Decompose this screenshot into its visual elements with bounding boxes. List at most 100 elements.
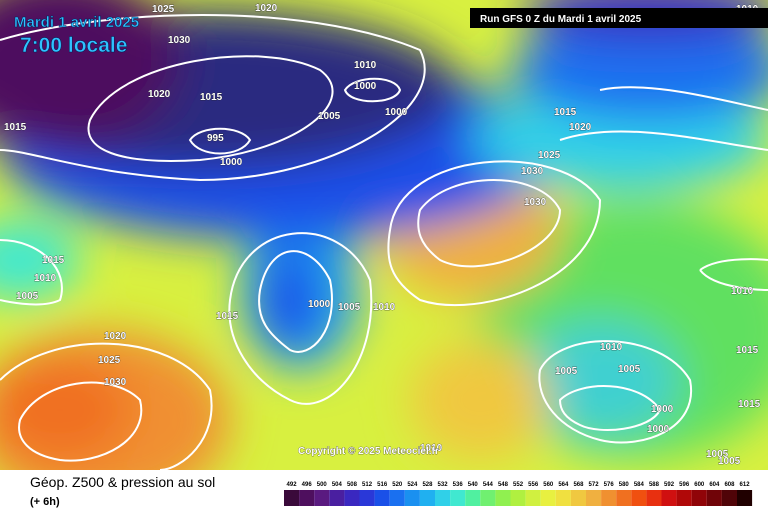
isobar-label: 1015 [736,345,759,356]
scale-swatch [540,490,556,506]
local-time: 7:00 locale [20,34,127,57]
scale-label: 588 [649,482,660,488]
isobar-labels: 1025 1020 1030 1020 1015 1010 1000 1005 1000 995 1… [4,3,761,468]
scale-swatch [450,490,466,506]
scale-swatch [706,490,722,506]
scale-swatch [570,490,586,506]
scale-swatch [404,490,420,506]
scale-swatch [737,490,753,506]
scale-label: 552 [513,482,524,488]
isobar-label: 1010 [731,286,754,297]
scale-label: 592 [664,482,675,488]
isobar-label: 1010 [34,273,57,284]
scale-swatch [510,490,526,506]
isobar-label: 1005 [16,291,39,302]
scale-label: 556 [528,482,539,488]
scale-swatch [691,490,707,506]
scale-label: 504 [332,482,343,488]
scale-swatch [616,490,632,506]
scale-label: 540 [468,482,479,488]
isobar-label: 1015 [4,122,27,133]
isobar-label: 1010 [373,302,396,313]
isobar-label: 1015 [200,92,223,103]
isobars [0,14,768,470]
scale-label: 512 [362,482,373,488]
scale-label: 508 [347,482,358,488]
scale-swatch [389,490,405,506]
scale-label: 600 [694,482,705,488]
scale-label: 528 [422,482,433,488]
isobar-label: 1030 [104,377,127,388]
scale-label: 492 [287,482,298,488]
isobar-label: 1025 [152,4,175,15]
scale-swatch [344,490,360,506]
scale-label: 500 [317,482,328,488]
scale-label: 496 [302,482,313,488]
scale-swatch [661,490,677,506]
isobar-label: 1005 [706,449,729,460]
scale-label: 548 [498,482,509,488]
scale-swatch [721,490,737,506]
scale-swatch [374,490,390,506]
scale-label: 532 [438,482,449,488]
footer-title: Géop. Z500 & pression au sol [30,474,215,490]
scale-swatch [329,490,345,506]
scale-label: 612 [740,482,751,488]
scale-label: 572 [589,482,600,488]
scale-swatch [646,490,662,506]
isobar-label: 1005 [318,111,341,122]
copyright: Copyright © 2025 Meteociel.fr [298,446,439,457]
scale-label: 524 [407,482,418,488]
scale-swatch [284,490,300,506]
scale-label: 604 [709,482,720,488]
isobar-label: 1030 [168,35,191,46]
scale-swatch [555,490,571,506]
run-banner [470,8,768,28]
isobar-label: 1010 [420,443,443,454]
isobar-label: 1020 [255,3,278,14]
isobar-label: 1010 [600,342,623,353]
isobar-label: 1015 [42,255,65,266]
run-info: Run GFS 0 Z du Mardi 1 avril 2025 [480,14,642,25]
scale-label: 516 [377,482,388,488]
scale-swatch [495,490,511,506]
scale-swatch [465,490,481,506]
scale-label: 544 [483,482,494,488]
isobar-label: 1000 [651,404,674,415]
date: Mardi 1 avril 2025 [14,14,139,31]
isobar-label: 995 [207,133,224,144]
scale-label: 596 [679,482,690,488]
isobar-label: 1020 [148,89,171,100]
isobar-label: 1000 [647,424,670,435]
scale-swatch [299,490,315,506]
scale-swatch [419,490,435,506]
scale-label: 564 [558,482,569,488]
scale-label: 576 [604,482,615,488]
scale-label: 560 [543,482,554,488]
scale-swatch [314,490,330,506]
scale-label: 536 [453,482,464,488]
scale-swatch [676,490,692,506]
isobar-label: 1030 [521,166,544,177]
isobar-label: 1015 [216,311,239,322]
scale-swatch [480,490,496,506]
footer-lead: (+ 6h) [30,496,60,508]
isobar-label: 1020 [104,331,127,342]
isobar-label: 1005 [555,366,578,377]
isobar-label: 1020 [569,122,592,133]
scale-label: 580 [619,482,630,488]
isobar-label: 1010 [354,60,377,71]
scale-swatch [601,490,617,506]
isobar-label: 1015 [554,107,577,118]
isobar-label: 1000 [308,299,331,310]
isobar-label: 1025 [98,355,121,366]
scale-swatch [631,490,647,506]
isobar-label: 1030 [524,197,547,208]
scale-swatch [359,490,375,506]
isobar-label: 1000 [354,81,377,92]
isobar-label: 1015 [738,399,761,410]
isobar-label: 1025 [538,150,561,161]
color-scale: 492 496 500 504 508 512 516 520 524 528 532 536 540 5… [284,482,753,506]
isobar-label: 1005 [338,302,361,313]
